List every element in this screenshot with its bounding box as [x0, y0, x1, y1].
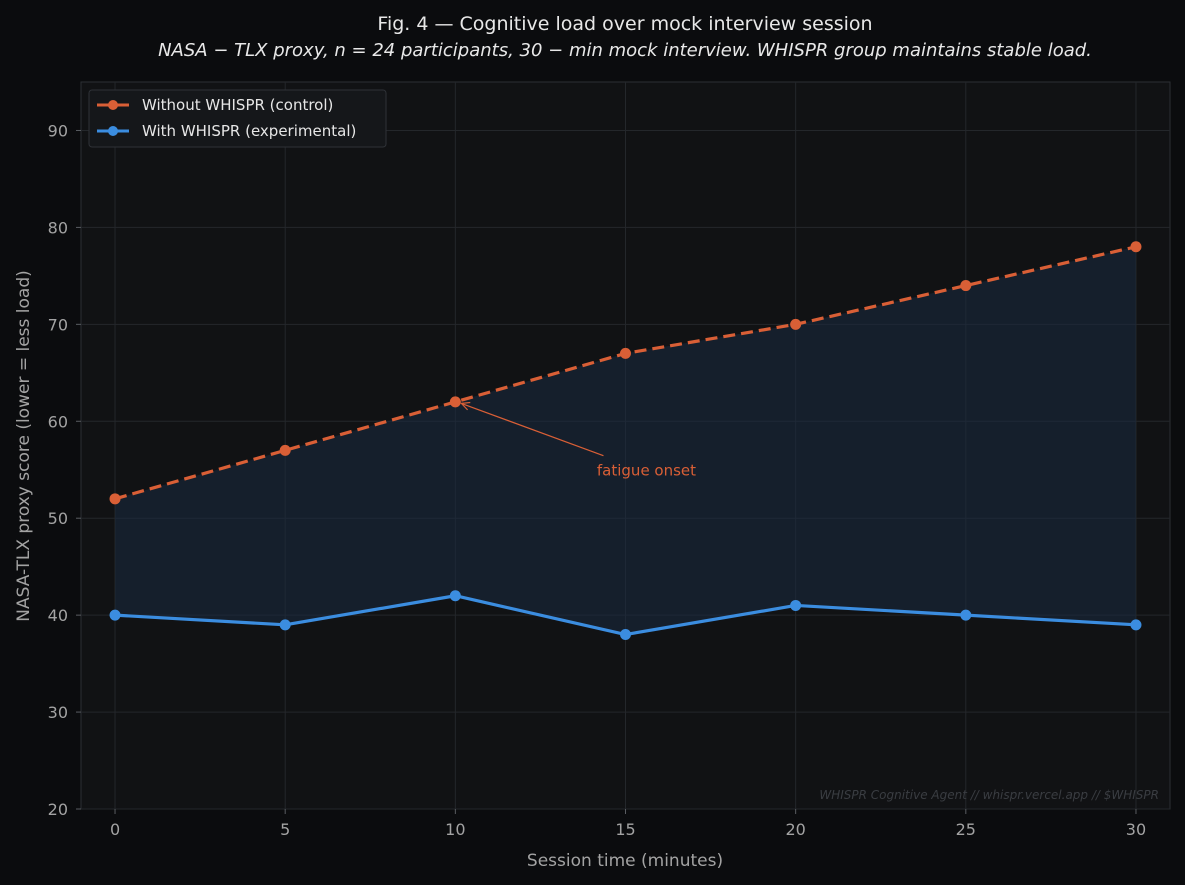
legend-marker-control	[108, 100, 118, 110]
watermark: WHISPR Cognitive Agent // whispr.vercel.…	[819, 788, 1159, 802]
annotation-text: fatigue onset	[597, 462, 696, 480]
x-tick-label: 20	[785, 820, 805, 839]
data-point-experimental	[620, 629, 631, 641]
legend: Without WHISPR (control) With WHISPR (ex…	[88, 89, 387, 148]
data-point-control	[620, 347, 631, 359]
y-tick-label: 90	[48, 121, 68, 140]
legend-item-control: Without WHISPR (control)	[97, 96, 333, 114]
legend-marker-experimental	[108, 126, 118, 136]
data-point-experimental	[279, 619, 291, 631]
data-point-control	[790, 318, 802, 330]
data-point-experimental	[1130, 619, 1142, 631]
x-tick-label: 30	[1126, 820, 1146, 839]
chart-subtitle: NASA − TLX proxy, n = 24 participants, 3…	[158, 40, 1092, 61]
y-tick-label: 30	[48, 703, 68, 722]
y-tick-label: 50	[48, 509, 68, 528]
legend-label-experimental: With WHISPR (experimental)	[142, 122, 356, 140]
x-tick-label: 5	[280, 820, 290, 839]
data-point-experimental	[960, 609, 972, 621]
y-tick-label: 20	[48, 800, 68, 819]
y-tick-label: 80	[48, 218, 68, 237]
data-point-control	[279, 444, 291, 456]
series-layer	[109, 241, 1142, 641]
legend-box	[88, 89, 387, 148]
x-tick-label: 25	[956, 820, 976, 839]
fill-between-polygon	[115, 246, 1136, 635]
fill-between-area	[115, 246, 1136, 635]
x-tick-label: 10	[445, 820, 465, 839]
annotation-arrowhead	[460, 401, 471, 411]
y-axis-label: NASA-TLX proxy score (lower = less load)	[14, 270, 34, 622]
data-point-experimental	[449, 590, 461, 602]
data-point-control	[449, 396, 461, 408]
x-tick-label: 0	[110, 820, 120, 839]
x-tick-label: 15	[615, 820, 635, 839]
legend-item-experimental: With WHISPR (experimental)	[97, 122, 356, 140]
data-point-experimental	[790, 599, 802, 611]
data-point-control	[960, 280, 972, 292]
y-tick-label: 60	[48, 412, 68, 431]
chart-title: Fig. 4 — Cognitive load over mock interv…	[377, 13, 872, 35]
y-tick-label: 70	[48, 315, 68, 334]
axis-ticks: 0 5 10 15 20 25 30 20 30 40 50 60 70 80 90	[48, 121, 1147, 839]
data-point-control	[109, 493, 121, 505]
data-point-experimental	[109, 609, 121, 621]
data-point-control	[1130, 241, 1142, 253]
y-tick-label: 40	[48, 606, 68, 625]
annotation-arrow	[461, 402, 604, 457]
annotation: fatigue onset	[460, 401, 696, 480]
legend-label-control: Without WHISPR (control)	[142, 96, 333, 114]
x-axis-label: Session time (minutes)	[527, 851, 723, 871]
